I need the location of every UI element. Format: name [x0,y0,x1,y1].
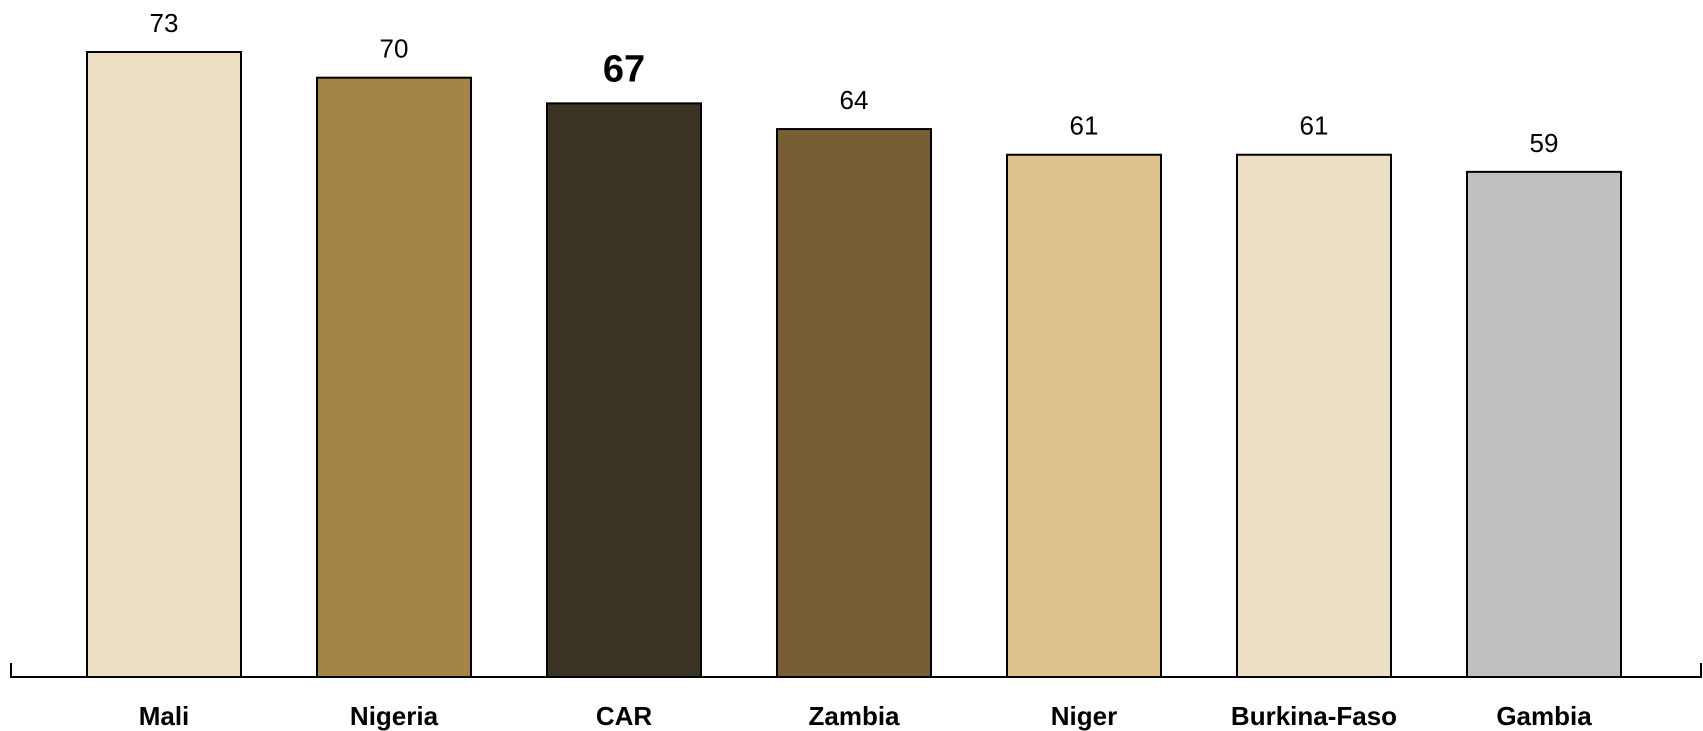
category-label-nigeria: Nigeria [350,701,439,731]
value-label-niger: 61 [1070,111,1099,141]
bar-zambia [777,129,931,677]
category-label-mali: Mali [139,701,190,731]
bar-gambia [1467,172,1621,677]
category-label-car: CAR [596,701,653,731]
value-label-zambia: 64 [840,85,869,115]
bar-niger [1007,155,1161,677]
bar-nigeria [317,78,471,677]
category-label-zambia: Zambia [808,701,900,731]
bar-car [547,103,701,677]
value-label-car: 67 [603,48,645,90]
value-label-nigeria: 70 [380,34,409,64]
category-labels-group: Mali Nigeria CAR Zambia Niger Burkina-Faso Gam… [139,701,1593,731]
value-label-burkina-faso: 61 [1300,111,1329,141]
value-label-gambia: 59 [1530,128,1559,158]
value-label-mali: 73 [150,8,179,38]
category-label-gambia: Gambia [1496,701,1592,731]
category-label-burkina-faso: Burkina-Faso [1231,701,1397,731]
bar-mali [87,52,241,677]
bar-burkina-faso [1237,155,1391,677]
category-label-niger: Niger [1051,701,1117,731]
bars-group [87,52,1621,677]
